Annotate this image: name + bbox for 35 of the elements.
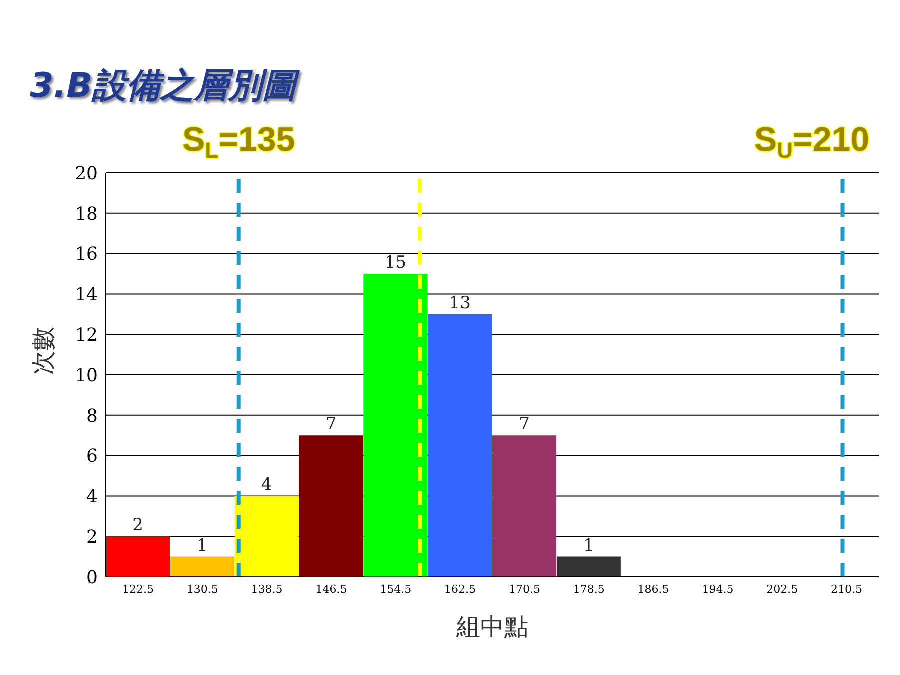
- x-tick-label: 202.5: [766, 582, 798, 596]
- y-tick-label: 8: [86, 406, 98, 427]
- y-tick-label: 16: [75, 244, 98, 266]
- ref-line-label: S$_{U}$=210: [754, 121, 870, 163]
- y-tick-label: 4: [86, 486, 98, 508]
- y-tick-label: 10: [75, 365, 98, 386]
- y-axis-title: 次數: [30, 327, 58, 375]
- x-tick-label: 186.5: [638, 582, 670, 596]
- x-tick-label: 162.5: [444, 582, 476, 596]
- data-label: 1: [197, 536, 208, 556]
- x-tick-label: 146.5: [316, 582, 348, 596]
- x-tick-label: 210.5: [831, 582, 863, 596]
- y-tick-label: 12: [75, 324, 98, 346]
- y-tick-label: 6: [86, 446, 98, 468]
- x-tick-label: 178.5: [573, 582, 605, 596]
- x-tick-label: 138.5: [251, 582, 283, 596]
- x-tick-label: 154.5: [380, 582, 412, 596]
- y-tick-label: 14: [75, 284, 98, 306]
- x-tick-label: 122.5: [122, 582, 154, 596]
- data-label: 1: [584, 536, 594, 556]
- y-tick-label: 18: [75, 204, 98, 225]
- y-tick-label: 0: [86, 567, 98, 588]
- ref-line-label: S$_{L}$=135: [182, 121, 296, 163]
- x-axis-title: 組中點: [456, 613, 528, 641]
- x-tick-label: 130.5: [186, 582, 218, 596]
- data-label: 7: [326, 414, 337, 435]
- data-label: 7: [519, 414, 530, 435]
- x-tick-label: 194.5: [702, 582, 734, 596]
- x-tick-label: 170.5: [508, 582, 540, 596]
- y-tick-label: 2: [86, 526, 98, 548]
- data-label: 15: [384, 253, 406, 273]
- y-tick-label: 20: [75, 163, 98, 184]
- data-label: 2: [132, 516, 144, 536]
- data-label: 13: [449, 293, 471, 314]
- data-label: 4: [261, 475, 272, 496]
